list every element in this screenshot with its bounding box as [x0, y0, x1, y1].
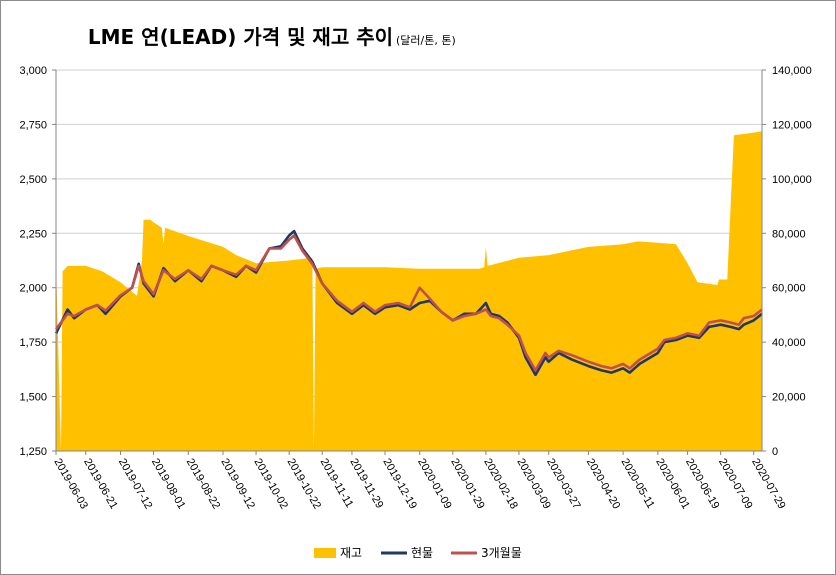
legend-inventory: 재고	[314, 546, 362, 560]
x-tick-label: 2020-04-20	[584, 457, 623, 512]
right-tick-label: 80,000	[772, 228, 806, 240]
right-tick-label: 40,000	[772, 337, 806, 349]
x-axis-ticks: 2019-06-032019-06-212019-07-122019-08-01…	[51, 451, 788, 512]
x-tick-label: 2019-08-01	[149, 457, 188, 512]
chart-subtitle-text: (달러/톤, 톤)	[396, 34, 456, 47]
x-tick-label: 2020-01-09	[415, 457, 454, 512]
legend-three-month: 3개월물	[451, 546, 522, 560]
left-tick-label: 2,500	[19, 174, 47, 186]
x-tick-label: 2020-02-18	[481, 457, 520, 512]
left-tick-label: 1,500	[19, 392, 47, 404]
x-tick-label: 2019-08-22	[184, 457, 223, 512]
legend-label: 현물	[411, 546, 433, 560]
right-tick-label: 140,000	[772, 65, 812, 77]
left-axis-ticks: 1,250 1,500 1,750 2,000 2,250 2,500 2,750 3,000	[19, 65, 56, 458]
right-tick-label: 0	[772, 446, 778, 458]
chart-title: LME 연(LEAD) 가격 및 재고 추이 (달러/톤, 톤)	[88, 25, 456, 49]
axes	[55, 70, 763, 452]
chart-title-text: LME 연(LEAD) 가격 및 재고 추이	[88, 25, 393, 49]
inventory-area-layer	[56, 131, 762, 451]
x-tick-label: 2019-10-22	[285, 457, 324, 512]
right-tick-label: 20,000	[772, 392, 806, 404]
x-tick-label: 2020-07-29	[749, 457, 788, 512]
left-tick-label: 1,250	[19, 446, 47, 458]
legend-swatch	[314, 548, 336, 558]
legend-label: 3개월물	[481, 546, 522, 560]
left-tick-label: 2,750	[19, 119, 47, 131]
left-tick-label: 2,000	[19, 283, 47, 295]
legend-label: 재고	[340, 546, 362, 560]
x-tick-label: 2019-09-12	[218, 457, 257, 512]
legend: 재고 현물 3개월물	[314, 546, 522, 560]
series-inventory-area	[56, 131, 762, 451]
legend-spot: 현물	[381, 546, 433, 560]
x-tick-label: 2019-07-12	[116, 457, 155, 512]
x-tick-label: 2020-01-29	[448, 457, 487, 512]
x-tick-label: 2020-07-09	[716, 457, 755, 512]
right-tick-label: 120,000	[772, 119, 812, 131]
right-tick-label: 60,000	[772, 283, 806, 295]
left-tick-label: 2,250	[19, 228, 47, 240]
x-tick-label: 2019-10-02	[251, 457, 290, 512]
right-axis-ticks: 0 20,000 40,000 60,000 80,000 100,000 120,000 1…	[762, 65, 812, 458]
price-line-layer	[54, 229, 763, 377]
x-tick-label: 2020-05-11	[619, 457, 657, 511]
series-three-month-line	[54, 234, 763, 372]
right-tick-label: 100,000	[772, 174, 812, 186]
x-tick-label: 2019-12-19	[380, 457, 419, 512]
left-tick-label: 1,750	[19, 337, 47, 349]
left-tick-label: 3,000	[19, 65, 47, 77]
